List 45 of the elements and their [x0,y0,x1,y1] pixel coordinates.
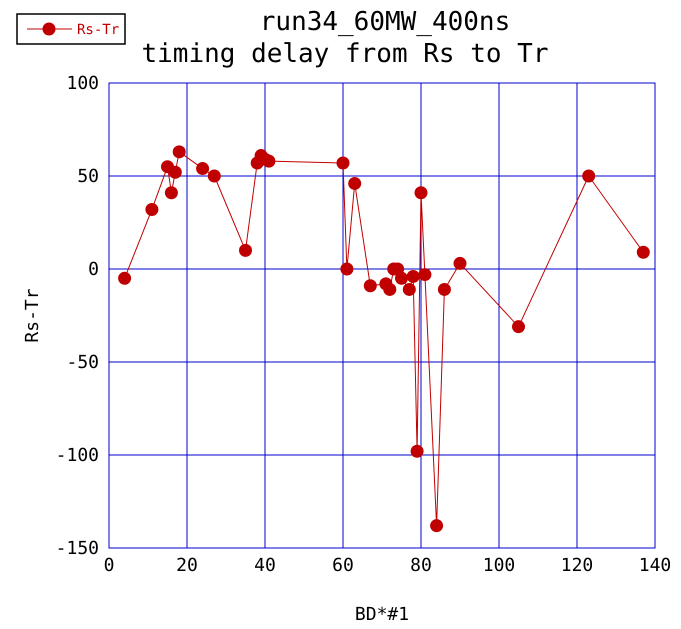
point [395,272,408,285]
x-tick-label: 0 [104,554,114,576]
y-tick-label: 0 [88,258,99,280]
chart-subtitle: timing delay from Rs to Tr [142,39,548,69]
point [340,262,354,276]
x-tick-label: 140 [638,554,672,576]
point [418,268,432,282]
point [402,282,416,296]
x-tick-label: 20 [176,554,198,576]
point [168,166,182,179]
x-tick-label: 60 [332,554,354,576]
point [145,202,158,216]
point [430,519,444,532]
point [636,246,650,259]
point [438,282,451,296]
point [582,170,596,182]
legend-label: Rs-Tr [77,22,120,38]
x-tick-label: 80 [410,554,432,576]
point [336,156,350,170]
chart-title: run34_60MW_400ns [260,7,510,37]
x-tick-label: 40 [254,554,276,576]
point [239,244,252,257]
point [348,176,362,190]
point [118,272,132,285]
point [512,320,525,334]
point [406,270,420,283]
point [262,154,276,168]
y-axis-title: Rs-Tr [22,288,43,343]
y-tick-label: -100 [56,444,99,466]
point [196,162,210,176]
point [208,170,221,182]
point [414,186,428,200]
point [364,279,377,292]
y-tick-label: -150 [56,538,99,559]
point [172,145,186,158]
x-tick-label: 100 [482,554,516,576]
point [410,444,424,458]
y-tick-label: -50 [66,352,99,373]
point [383,282,396,296]
y-tick-label: 100 [66,72,99,94]
x-tick-label: 120 [560,554,594,576]
y-tick-label: 50 [77,166,99,187]
point [454,256,466,270]
x-axis-title: BD*#1 [354,604,410,625]
point [164,186,178,200]
